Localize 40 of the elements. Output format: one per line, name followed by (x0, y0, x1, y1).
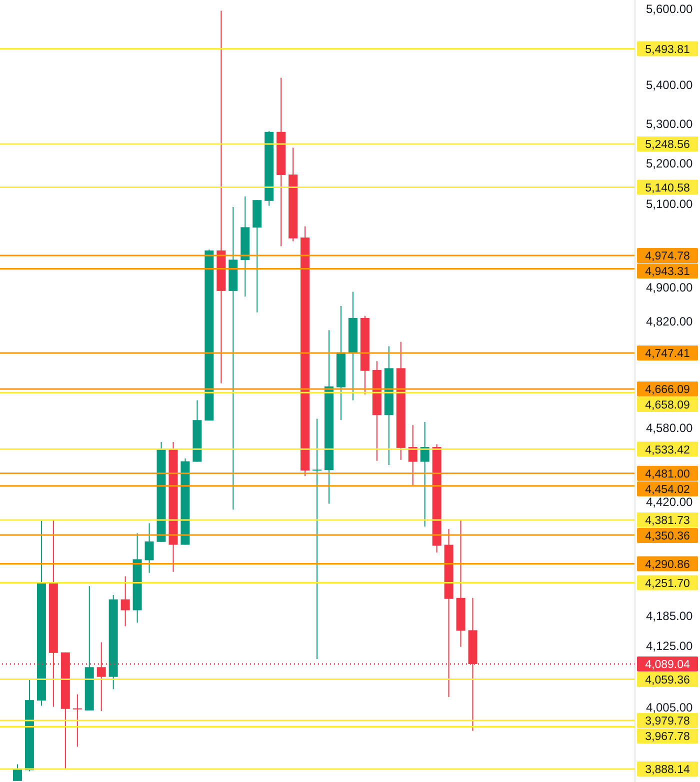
ref-line-label: 4,974.78 (645, 250, 690, 263)
ref-line-label: 5,493.81 (645, 44, 690, 56)
ref-line-label: 3,967.78 (645, 731, 690, 744)
candlestick (408, 424, 418, 487)
ref-line-label: 3,888.14 (645, 764, 690, 776)
y-tick-label: 5,400.00 (646, 78, 694, 92)
candlestick (216, 10, 226, 384)
candlestick (72, 694, 82, 748)
ref-line-label: 4,454.02 (645, 484, 690, 496)
ref-line-label: 4,943.31 (645, 266, 690, 278)
ref-line-label: 4,481.00 (645, 468, 690, 480)
y-tick-label: 5,100.00 (646, 197, 694, 212)
candlestick (420, 421, 430, 528)
ref-line-label: 4,381.73 (645, 515, 690, 528)
candlestick (144, 522, 154, 574)
ref-line-label: 4,533.42 (645, 444, 690, 456)
y-tick-label: 4,420.00 (646, 495, 694, 510)
ref-line-label: 5,140.58 (645, 182, 690, 194)
y-tick-label: 5,300.00 (646, 116, 694, 131)
candlestick (312, 418, 322, 660)
ref-line-label: 4,666.09 (645, 384, 690, 396)
y-tick-label: 4,820.00 (646, 314, 694, 329)
ref-line-label: 4,290.86 (645, 558, 690, 571)
y-tick-label: 4,185.00 (646, 608, 694, 623)
ref-line-label: 4,251.70 (645, 578, 690, 590)
ref-line-label: 4,089.04 (645, 659, 690, 672)
y-tick-label: 5,200.00 (646, 156, 694, 171)
ref-line-label: 3,979.78 (645, 716, 690, 728)
ref-line-label: 5,248.56 (645, 139, 690, 152)
ref-line-label: 4,747.41 (645, 348, 690, 360)
y-tick-label: 4,900.00 (646, 280, 694, 294)
y-tick-label: 4,125.00 (646, 639, 694, 654)
y-tick-label: 4,580.00 (646, 421, 694, 436)
candlestick (228, 206, 238, 510)
ref-line-label: 4,658.09 (645, 400, 690, 412)
candlestick (120, 576, 130, 627)
y-tick-label: 5,600.00 (646, 2, 694, 16)
y-tick-label: 4,005.00 (646, 700, 694, 715)
ref-line-label: 4,059.36 (645, 674, 690, 687)
ref-line-label: 4,350.36 (645, 530, 690, 543)
